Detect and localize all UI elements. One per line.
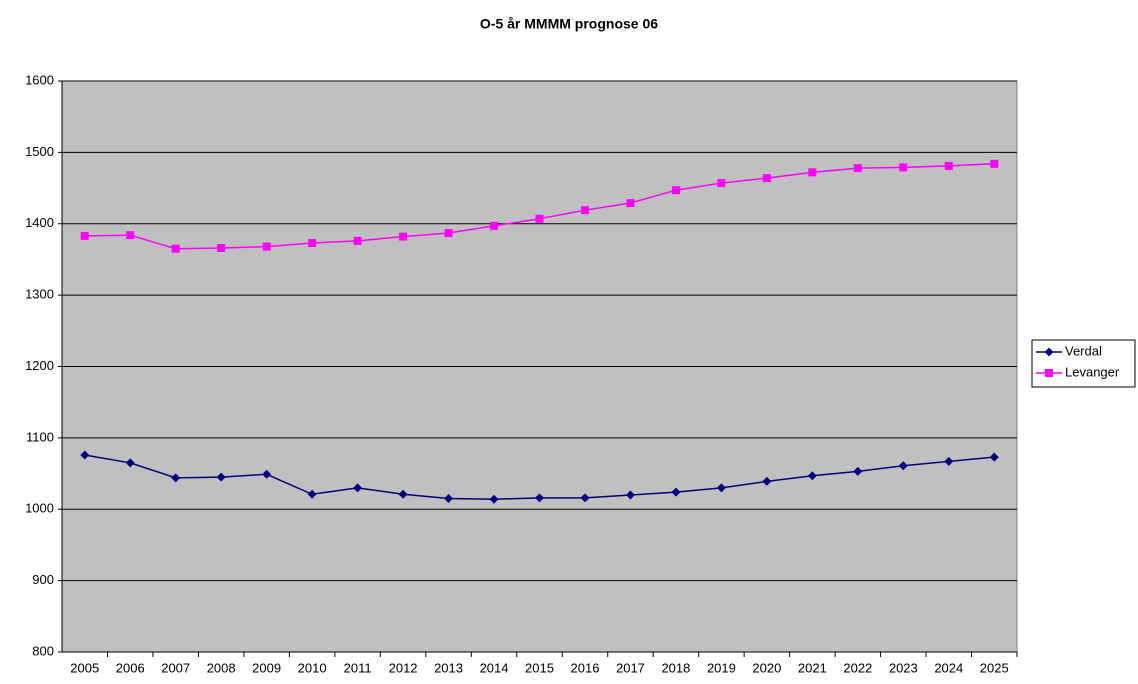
x-tick-label: 2024 (934, 660, 963, 675)
data-point (398, 489, 408, 499)
x-tick-label: 2014 (480, 660, 509, 675)
x-tick-label: 2009 (252, 660, 281, 675)
y-tick-label: 1000 (25, 501, 54, 516)
y-tick-label: 1400 (25, 215, 54, 230)
x-tick-label: 2020 (752, 660, 781, 675)
data-point (217, 244, 226, 253)
data-point (489, 494, 499, 504)
data-point (898, 461, 908, 471)
x-tick-label: 2006 (116, 660, 145, 675)
x-tick-label: 2025 (980, 660, 1009, 675)
data-point (671, 487, 681, 497)
x-tick-label: 2012 (389, 660, 418, 675)
data-point (899, 163, 908, 172)
data-point (353, 483, 363, 493)
x-tick-label: 2016 (571, 660, 600, 675)
x-tick-label: 2008 (207, 660, 236, 675)
y-tick-label: 1600 (25, 72, 54, 87)
data-point (80, 231, 89, 240)
data-point (171, 473, 181, 483)
data-point (716, 483, 726, 493)
y-tick-label: 1300 (25, 287, 54, 302)
y-tick-label: 1500 (25, 144, 54, 159)
data-point (580, 493, 590, 503)
data-point (853, 466, 863, 476)
data-point (262, 242, 271, 251)
data-point (807, 471, 817, 481)
x-tick-label: 2021 (798, 660, 827, 675)
data-point (444, 494, 454, 504)
x-tick-label: 2017 (616, 660, 645, 675)
x-tick-label: 2022 (843, 660, 872, 675)
data-point (808, 168, 817, 177)
y-tick-label: 1200 (25, 358, 54, 373)
x-tick-label: 2018 (661, 660, 690, 675)
data-point (126, 231, 135, 240)
data-point (944, 161, 953, 170)
y-tick-label: 1100 (26, 429, 54, 444)
legend-marker (1044, 347, 1054, 357)
data-point (625, 490, 635, 500)
data-point (717, 179, 726, 188)
data-point (626, 199, 635, 208)
x-tick-label: 2005 (70, 660, 99, 675)
data-point (989, 452, 999, 462)
data-point (762, 476, 772, 486)
x-tick-label: 2019 (707, 660, 736, 675)
data-point (80, 450, 90, 460)
x-tick-label: 2023 (889, 660, 918, 675)
data-point (353, 236, 362, 245)
x-tick-label: 2015 (525, 660, 554, 675)
data-point (307, 489, 317, 499)
data-point (308, 239, 317, 248)
data-point (671, 186, 680, 195)
y-tick-label: 800 (32, 643, 54, 658)
data-point (990, 159, 999, 168)
chart-title: O-5 år MMMM prognose 06 (480, 16, 658, 32)
data-point (944, 456, 954, 466)
legend-label: Levanger (1065, 364, 1120, 379)
data-point (490, 221, 499, 230)
data-point (171, 244, 180, 253)
data-point (125, 458, 135, 468)
data-point (262, 469, 272, 479)
data-point (853, 164, 862, 173)
data-point (580, 206, 589, 215)
legend-marker (1045, 369, 1053, 377)
data-point (535, 214, 544, 223)
x-tick-label: 2013 (434, 660, 463, 675)
x-tick-label: 2007 (161, 660, 190, 675)
x-tick-label: 2010 (298, 660, 327, 675)
x-tick-label: 2011 (344, 660, 372, 675)
legend-label: Verdal (1065, 343, 1102, 358)
data-point (762, 174, 771, 183)
data-point (399, 232, 408, 241)
data-point (444, 229, 453, 238)
data-point (535, 493, 544, 503)
data-point (216, 472, 226, 482)
y-tick-label: 900 (32, 572, 54, 587)
